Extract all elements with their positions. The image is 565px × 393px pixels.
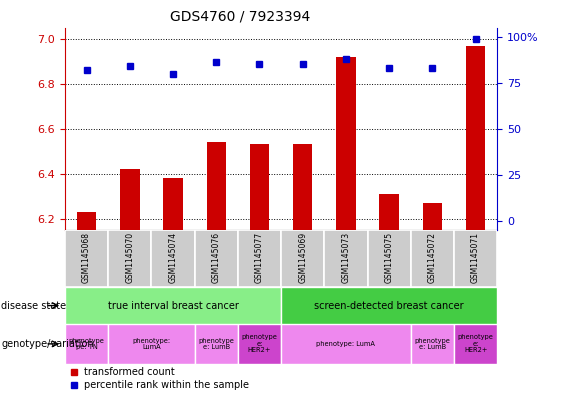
Bar: [250, 145, 269, 230]
Text: phenotype: LumA: phenotype: LumA: [316, 341, 375, 347]
Text: percentile rank within the sample: percentile rank within the sample: [84, 380, 249, 390]
Bar: [151, 230, 194, 287]
Text: genotype/variation: genotype/variation: [1, 339, 94, 349]
Text: phenotype
e: LumB: phenotype e: LumB: [415, 338, 450, 350]
Bar: [108, 324, 194, 364]
Bar: [77, 212, 96, 230]
Bar: [108, 230, 151, 287]
Bar: [120, 169, 140, 230]
Text: true interval breast cancer: true interval breast cancer: [107, 301, 238, 310]
Text: screen-detected breast cancer: screen-detected breast cancer: [314, 301, 464, 310]
Bar: [336, 57, 355, 230]
Text: disease state: disease state: [1, 301, 66, 310]
Text: GSM1145069: GSM1145069: [298, 231, 307, 283]
Text: GSM1145072: GSM1145072: [428, 231, 437, 283]
Bar: [65, 287, 281, 324]
Text: phenotype
e:
HER2+: phenotype e: HER2+: [458, 334, 493, 353]
Bar: [423, 203, 442, 230]
Bar: [238, 230, 281, 287]
Bar: [454, 230, 497, 287]
Text: GDS4760 / 7923394: GDS4760 / 7923394: [170, 10, 310, 24]
Bar: [367, 230, 411, 287]
Text: phenotype
e: LumB: phenotype e: LumB: [198, 338, 234, 350]
Bar: [238, 324, 281, 364]
Text: GSM1145074: GSM1145074: [168, 231, 177, 283]
Bar: [380, 194, 399, 230]
Bar: [411, 324, 454, 364]
Bar: [411, 230, 454, 287]
Bar: [293, 145, 312, 230]
Text: GSM1145070: GSM1145070: [125, 231, 134, 283]
Bar: [281, 324, 411, 364]
Text: transformed count: transformed count: [84, 367, 175, 377]
Text: phenotype
e:
HER2+: phenotype e: HER2+: [242, 334, 277, 353]
Bar: [466, 46, 485, 230]
Bar: [65, 324, 108, 364]
Text: GSM1145077: GSM1145077: [255, 231, 264, 283]
Text: GSM1145071: GSM1145071: [471, 231, 480, 283]
Bar: [207, 142, 226, 230]
Text: GSM1145068: GSM1145068: [82, 231, 91, 283]
Text: GSM1145073: GSM1145073: [341, 231, 350, 283]
Bar: [281, 230, 324, 287]
Text: phenotype
pe: TN: phenotype pe: TN: [69, 338, 105, 350]
Bar: [65, 230, 108, 287]
Bar: [281, 287, 497, 324]
Bar: [324, 230, 368, 287]
Bar: [194, 324, 238, 364]
Text: GSM1145075: GSM1145075: [385, 231, 394, 283]
Bar: [454, 324, 497, 364]
Bar: [163, 178, 182, 230]
Bar: [194, 230, 238, 287]
Text: GSM1145076: GSM1145076: [212, 231, 221, 283]
Text: phenotype:
LumA: phenotype: LumA: [132, 338, 171, 350]
